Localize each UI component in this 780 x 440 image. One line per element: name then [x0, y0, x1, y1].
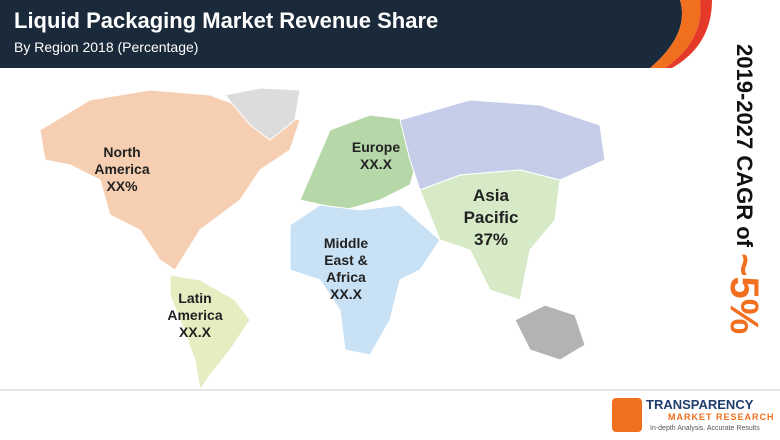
- region-label: Europe XX.X: [336, 139, 416, 173]
- region-name: Middle East & Africa: [323, 235, 369, 285]
- cagr-label: 2019-2027 CAGR of: [732, 44, 757, 247]
- australia: [514, 304, 586, 361]
- logo-name: TRANSPARENCY: [646, 397, 754, 412]
- region-name: Latin America: [167, 290, 223, 323]
- title: Liquid Packaging Market Revenue Share: [14, 8, 439, 33]
- logo-line: MARKET RESEARCH: [668, 412, 775, 422]
- latin-america: [169, 274, 251, 392]
- region-name: North America: [94, 144, 150, 177]
- cagr-value: ~5%: [722, 253, 766, 335]
- region-share: XX%: [106, 178, 138, 194]
- region-share: 37%: [473, 230, 509, 249]
- region-name: Asia Pacific: [463, 186, 519, 227]
- header-stripe: [650, 0, 701, 68]
- region-label: North America XX%: [82, 144, 162, 195]
- region-name: Europe: [351, 139, 401, 155]
- header-bar: [0, 0, 682, 68]
- north-america: [39, 89, 301, 271]
- greenland: [224, 87, 301, 141]
- region-share: XX.X: [360, 156, 392, 172]
- region-label: Middle East & Africa XX.X: [314, 235, 378, 303]
- middle-east-africa: [289, 204, 441, 356]
- region-label: Latin America XX.X: [160, 290, 230, 341]
- region-share: XX.X: [330, 286, 362, 302]
- logo-icon: [612, 398, 642, 432]
- cagr: 2019-2027 CAGR of ~5%: [721, 44, 766, 334]
- region-share: XX.X: [179, 324, 211, 340]
- asia-pacific: [419, 169, 561, 301]
- logo-tagline: In-depth Analysis. Accurate Results: [650, 425, 760, 432]
- header-stripe: [665, 0, 712, 68]
- region-label: Asia Pacific 37%: [455, 185, 527, 251]
- subtitle: By Region 2018 (Percentage): [14, 39, 199, 55]
